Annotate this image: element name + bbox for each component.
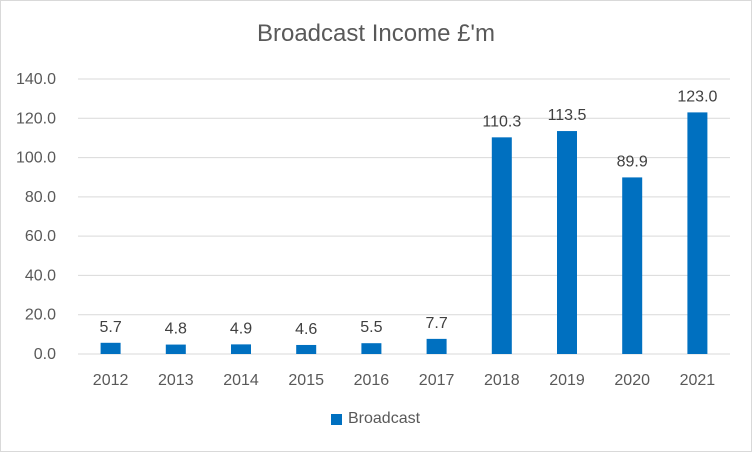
legend-swatch bbox=[331, 413, 342, 425]
bar bbox=[296, 344, 317, 354]
bar bbox=[165, 344, 186, 354]
legend: Broadcast bbox=[331, 410, 420, 428]
bar bbox=[491, 137, 512, 354]
x-tick-label: 2018 bbox=[484, 372, 520, 389]
y-tick-label: 80.0 bbox=[25, 189, 56, 206]
bar bbox=[426, 338, 447, 354]
x-tick-label: 2016 bbox=[354, 372, 390, 389]
x-tick-label: 2017 bbox=[419, 372, 455, 389]
y-tick-label: 60.0 bbox=[25, 228, 56, 245]
bar bbox=[231, 344, 251, 354]
y-tick-label: 0.0 bbox=[34, 346, 56, 363]
legend-label: Broadcast bbox=[348, 410, 421, 427]
y-tick-label: 140.0 bbox=[16, 71, 56, 88]
data-label: 110.3 bbox=[482, 113, 521, 130]
data-label: 5.5 bbox=[360, 319, 382, 336]
bar bbox=[622, 177, 643, 354]
x-tick-label: 2020 bbox=[614, 372, 650, 389]
data-label: 4.6 bbox=[295, 321, 317, 338]
y-tick-label: 20.0 bbox=[25, 307, 56, 324]
data-label: 113.5 bbox=[548, 107, 587, 124]
x-tick-label: 2019 bbox=[549, 372, 585, 389]
y-tick-label: 120.0 bbox=[16, 110, 56, 127]
data-label: 5.7 bbox=[99, 319, 121, 336]
data-label: 4.8 bbox=[165, 321, 187, 338]
bar bbox=[557, 131, 577, 354]
data-label: 89.9 bbox=[617, 153, 648, 170]
chart-title: Broadcast Income £'m bbox=[256, 20, 496, 47]
data-label: 123.0 bbox=[677, 88, 717, 105]
x-tick-label: 2014 bbox=[223, 372, 259, 389]
bar bbox=[687, 112, 708, 355]
bar bbox=[361, 343, 382, 354]
data-label: 4.9 bbox=[230, 320, 252, 337]
bar bbox=[100, 342, 121, 354]
x-tick-label: 2021 bbox=[680, 372, 716, 389]
y-tick-label: 40.0 bbox=[25, 267, 56, 284]
data-label: 7.7 bbox=[425, 315, 447, 332]
x-tick-label: 2015 bbox=[288, 372, 324, 389]
x-tick-label: 2012 bbox=[93, 372, 129, 389]
x-tick-label: 2013 bbox=[158, 372, 194, 389]
y-tick-label: 100.0 bbox=[16, 150, 56, 167]
